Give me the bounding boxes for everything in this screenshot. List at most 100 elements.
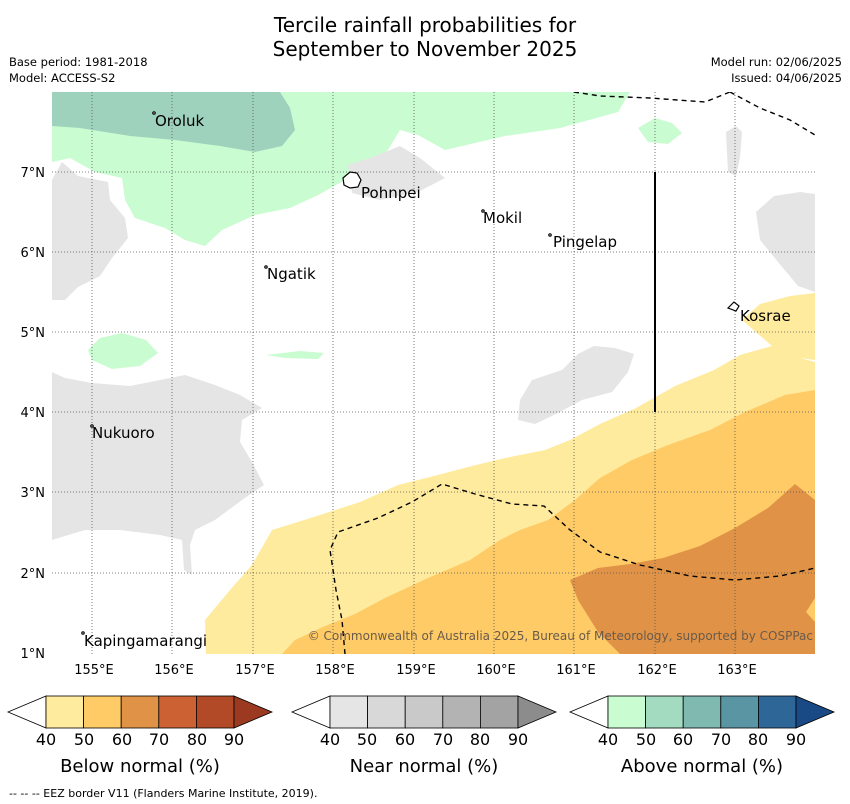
place-label-pohnpei: Pohnpei [361,184,421,202]
lat-label: 7°N [21,166,46,181]
below-colorbar-min-arrow [6,695,47,729]
place-label-oroluk: Oroluk [155,112,204,130]
below-colorbar-max-arrow [233,695,274,729]
near-normal-region-pohnpei [348,146,445,200]
above-colorbar-segment [607,695,646,729]
near-colorbar-segment [479,695,519,729]
copyright-text: © Commonwealth of Australia 2025, Bureau… [308,629,813,643]
near-colorbar-segment [442,695,481,729]
lon-label: 157°E [235,663,275,678]
below-normal-60-70-region [570,484,815,654]
above-normal-patch-east [638,118,682,144]
above-colorbar-max-arrow [795,695,836,729]
above-tick-label: 40 [597,730,619,749]
above-tick-label: 90 [785,730,807,749]
kosrae-island [726,301,740,312]
lon-label: 159°E [396,663,436,678]
near-colorbar-segment [329,695,368,729]
place-label-ngatik: Ngatik [267,265,316,283]
below-tick-label: 90 [223,730,245,749]
eez-border [329,92,815,654]
above-normal-patch-west [88,333,158,369]
below-colorbar-segment [158,695,197,729]
colorbar-above-normal [568,695,836,729]
lat-label: 6°N [21,246,46,261]
nukuoro-atoll [90,424,94,428]
model-text: Model: ACCESS-S2 [9,71,116,85]
place-label-kosrae: Kosrae [740,307,791,325]
below-tick-label: 80 [186,730,208,749]
near-colorbar-max-arrow [517,695,558,729]
lon-label: 161°E [556,663,596,678]
mokil-atoll [481,209,485,213]
map-title-line1: Tercile rainfall probabilities for [273,13,577,37]
below-normal-label: Below normal (%) [60,756,220,777]
near-tick-label: 40 [319,730,341,749]
map-plot-area [52,92,815,654]
above-normal-region-oroluk [52,92,295,152]
lat-label: 2°N [21,567,46,582]
below-colorbar-segment [120,695,160,729]
above-normal-label: Above normal (%) [620,756,784,777]
pingelap-atoll [548,233,552,237]
lat-label: 1°N [21,647,46,662]
below-tick-label: 40 [35,730,57,749]
above-colorbar-segment [758,695,797,729]
pohnpei-island [342,171,362,189]
kapingamarangi-atoll [81,631,85,635]
lon-label: 162°E [637,663,677,678]
colorbar-below-normal [6,695,274,729]
near-normal-region-west [52,372,264,575]
below-colorbar-segment [83,695,122,729]
below-tick-label: 60 [111,730,133,749]
above-tick-label: 70 [710,730,732,749]
graticule [52,92,815,654]
place-label-mokil: Mokil [483,209,522,227]
lon-label: 156°E [154,663,194,678]
below-tick-label: 70 [148,730,170,749]
below-tick-label: 50 [73,730,95,749]
map-title-line2: September to November 2025 [272,37,578,61]
near-tick-label: 60 [394,730,416,749]
lat-label: 4°N [21,406,46,421]
below-colorbar-segment [195,695,235,729]
above-tick-label: 80 [747,730,769,749]
above-tick-label: 60 [672,730,694,749]
model-run-text: Model run: 02/06/2025 [710,55,842,69]
oroluk-atoll [152,111,156,115]
colorbar-near-normal [290,695,558,729]
lat-label: 3°N [21,486,46,501]
base-period-text: Base period: 1981-2018 [9,55,148,69]
place-label-kapingamarangi: Kapingamarangi [84,632,207,650]
near-colorbar-min-arrow [290,695,331,729]
near-normal-label: Near normal (%) [349,756,499,777]
ngatik-atoll [264,265,268,269]
lat-label: 5°N [21,326,46,341]
eez-footnote: -- -- -- EEZ border V11 (Flanders Marine… [9,787,318,800]
above-colorbar-min-arrow [568,695,609,729]
below-colorbar-segment [45,695,84,729]
lon-label: 160°E [476,663,516,678]
near-normal-region-center-east [518,346,634,424]
island-outlines [81,111,740,635]
above-normal-patch-ngatik [266,351,324,359]
near-normal-region-east-strip [726,126,742,176]
near-tick-label: 80 [469,730,491,749]
place-label-pingelap: Pingelap [553,233,617,251]
near-tick-label: 90 [507,730,529,749]
above-tick-label: 50 [635,730,657,749]
lon-label: 163°E [717,663,757,678]
near-colorbar-segment [367,695,406,729]
above-colorbar-segment [645,695,684,729]
near-colorbar-segment [404,695,444,729]
above-colorbar-segment [720,695,759,729]
lon-label: 158°E [315,663,355,678]
near-tick-label: 50 [356,730,378,749]
above-colorbar-segment [682,695,722,729]
near-normal-region-nw [52,162,128,300]
issued-text: Issued: 04/06/2025 [731,71,842,85]
near-tick-label: 70 [432,730,454,749]
lon-label: 155°E [74,663,114,678]
place-label-nukuoro: Nukuoro [92,424,155,442]
